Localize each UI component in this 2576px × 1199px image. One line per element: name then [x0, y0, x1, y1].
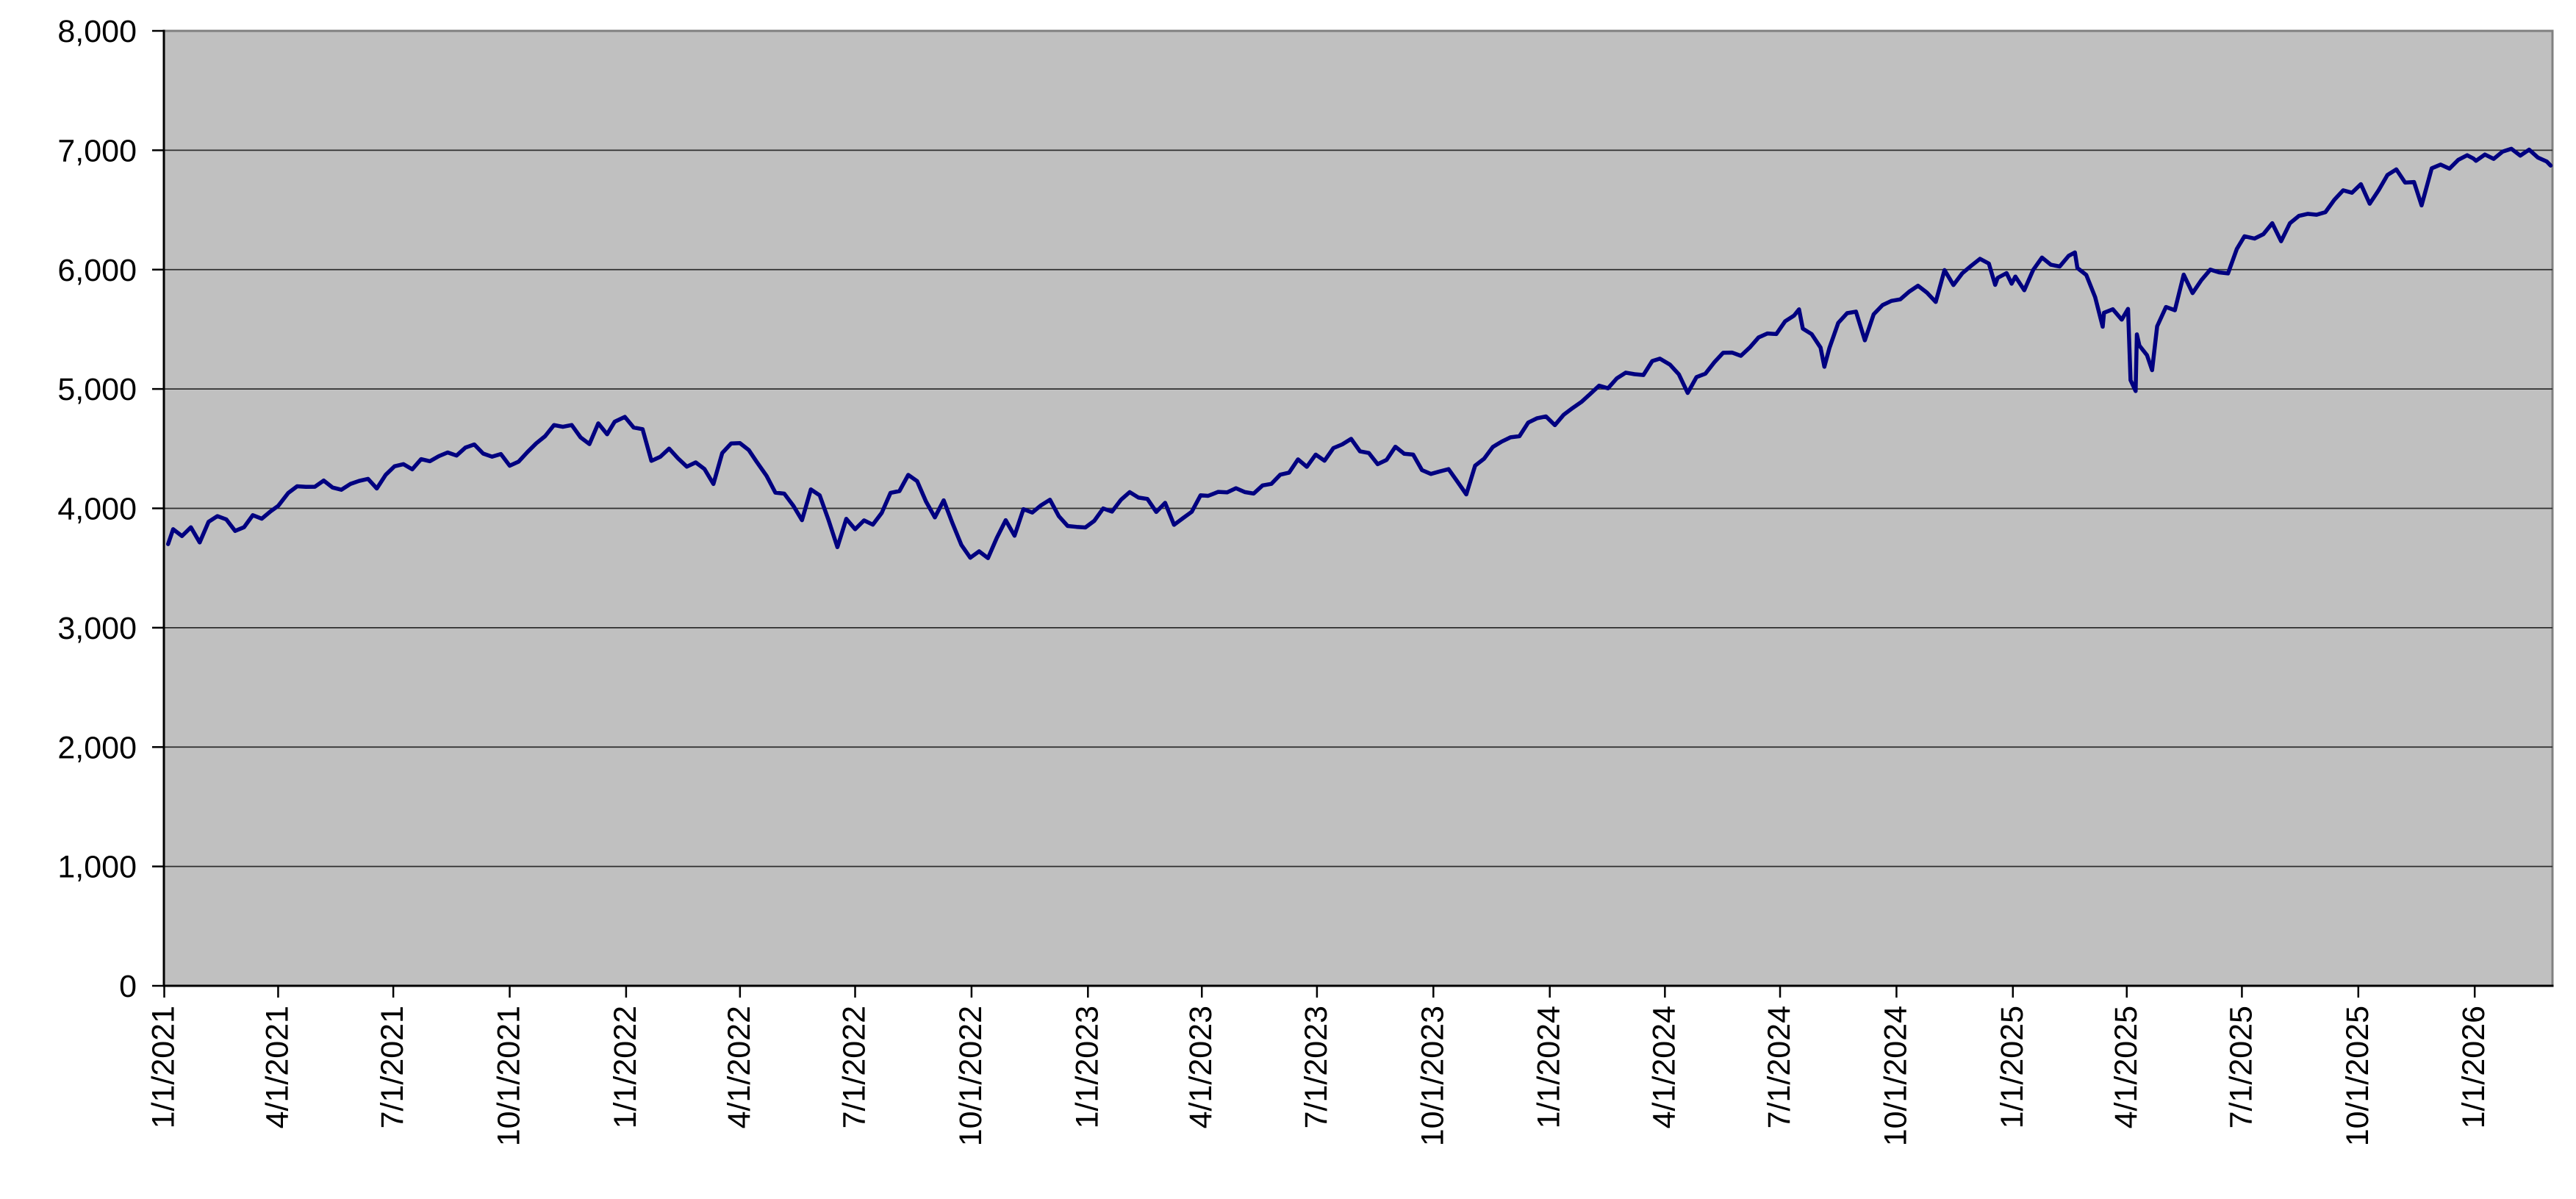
x-axis-label: 1/1/2022	[608, 1006, 643, 1128]
y-axis-label: 7,000	[57, 133, 137, 168]
x-axis-label: 10/1/2024	[1878, 1006, 1913, 1146]
x-axis-label: 7/1/2021	[375, 1006, 410, 1128]
y-axis-label: 8,000	[57, 14, 137, 49]
price-line	[165, 146, 2553, 560]
x-axis-label: 10/1/2022	[953, 1006, 989, 1146]
x-axis-label: 1/1/2024	[1532, 1006, 1567, 1128]
x-axis-label: 10/1/2023	[1415, 1006, 1450, 1146]
x-axis-label: 1/1/2026	[2456, 1006, 2491, 1128]
x-axis-label: 10/1/2025	[2340, 1006, 2375, 1146]
x-axis-label: 7/1/2024	[1762, 1006, 1797, 1128]
x-axis-label: 4/1/2022	[722, 1006, 757, 1128]
y-axis-label: 6,000	[57, 253, 137, 288]
x-axis-label: 7/1/2025	[2223, 1006, 2259, 1128]
y-axis-label: 1,000	[57, 850, 137, 885]
y-axis-label: 2,000	[57, 730, 137, 765]
y-axis-label: 3,000	[57, 611, 137, 646]
x-axis-label: 1/1/2023	[1069, 1006, 1105, 1128]
x-axis-label: 4/1/2023	[1183, 1006, 1219, 1128]
y-axis-label: 0	[119, 969, 137, 1004]
x-axis-label: 4/1/2024	[1646, 1006, 1682, 1128]
y-axis-label: 5,000	[57, 372, 137, 407]
y-axis-label: 4,000	[57, 492, 137, 527]
x-axis-label: 10/1/2021	[492, 1006, 527, 1146]
x-axis-label: 1/1/2025	[1995, 1006, 2030, 1128]
x-axis-label: 4/1/2025	[2109, 1006, 2144, 1128]
x-axis-label: 4/1/2021	[259, 1006, 295, 1128]
x-axis-label: 7/1/2023	[1299, 1006, 1334, 1128]
x-axis-label: 1/1/2021	[146, 1006, 182, 1128]
x-axis-label: 7/1/2022	[837, 1006, 872, 1128]
